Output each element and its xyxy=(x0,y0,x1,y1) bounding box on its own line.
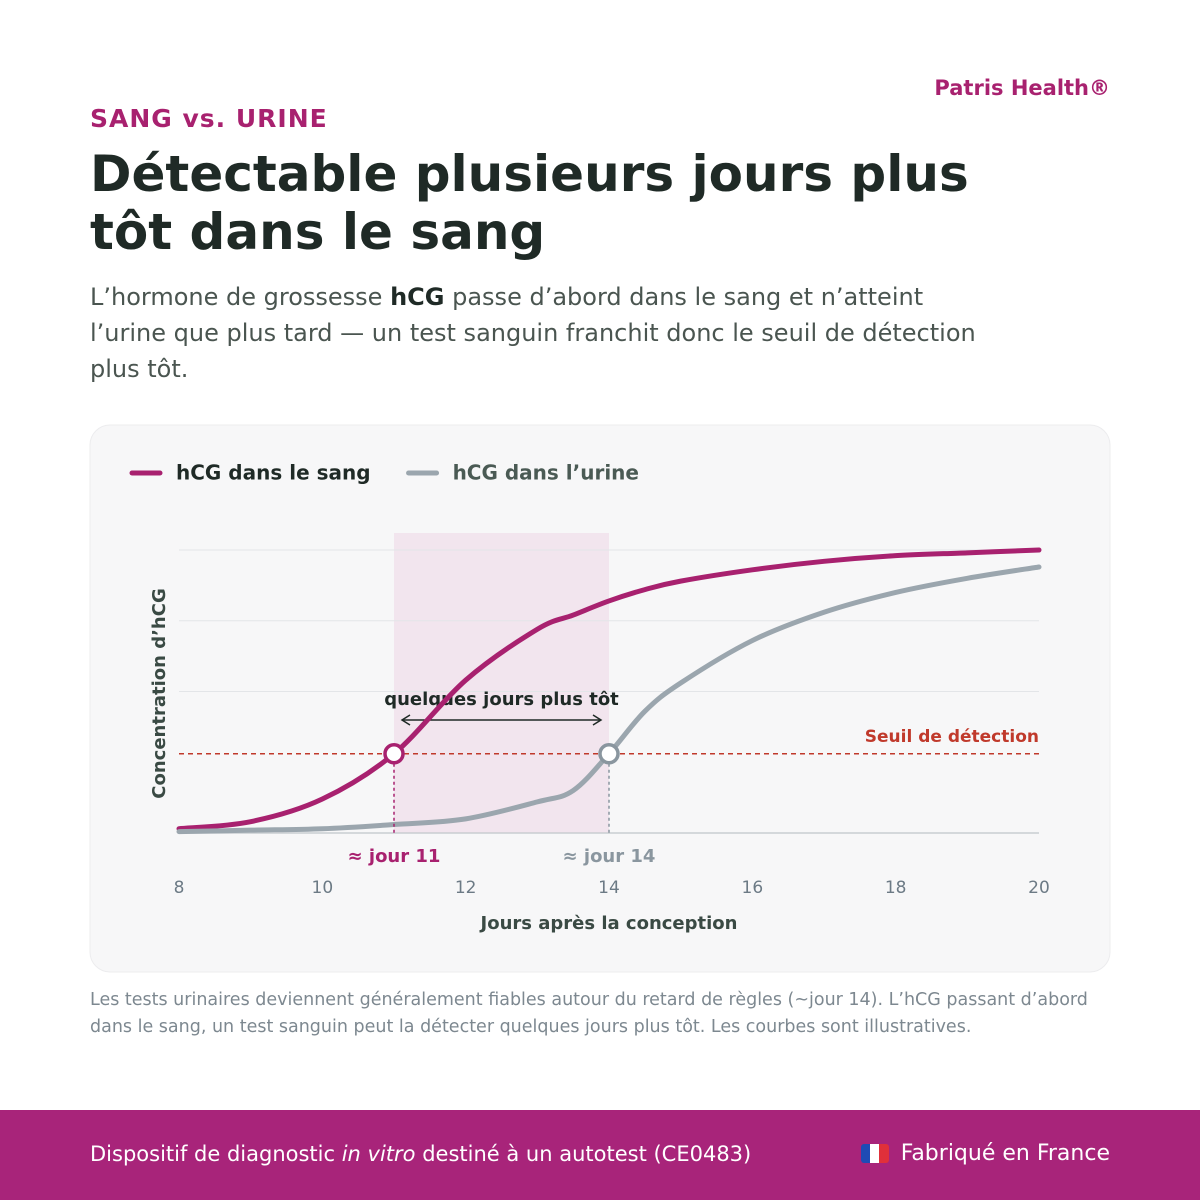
threshold-label: Seuil de détection xyxy=(865,727,1039,747)
flag-icon xyxy=(860,1144,889,1163)
legend-label: hCG dans l’urine xyxy=(453,461,639,485)
x-tick-label: 18 xyxy=(885,878,907,898)
footer-right: Fabriqué en France xyxy=(860,1141,1110,1166)
footer: Dispositif de diagnostic in vitro destin… xyxy=(0,1110,1200,1200)
marker-label: ≈ jour 11 xyxy=(348,846,441,867)
marker-point xyxy=(383,743,405,765)
x-tick-label: 16 xyxy=(742,878,764,898)
arrow-label: quelques jours plus tôt xyxy=(384,689,619,710)
intro-text: passe d’abord dans le sang et n’atteint … xyxy=(90,283,976,383)
legend-label: hCG dans le sang xyxy=(176,461,371,485)
x-axis-title: Jours après la conception xyxy=(479,913,738,934)
x-tick-label: 12 xyxy=(455,878,477,898)
kicker: SANG vs. URINE xyxy=(90,104,328,133)
footer-text: Dispositif de diagnostic xyxy=(90,1142,342,1166)
x-tick-label: 8 xyxy=(174,878,185,898)
footer-left: Dispositif de diagnostic in vitro destin… xyxy=(90,1142,751,1166)
marker-point xyxy=(598,743,620,765)
brand: Patris Health® xyxy=(934,76,1110,100)
x-tick-label: 14 xyxy=(598,878,620,898)
series-line xyxy=(176,547,1042,832)
intro-bold: hCG xyxy=(390,283,445,311)
marker-label: ≈ jour 14 xyxy=(563,846,656,867)
highlight-band xyxy=(394,533,609,833)
intro: L’hormone de grossesse hCG passe d’abord… xyxy=(90,279,990,387)
x-tick-label: 20 xyxy=(1028,878,1050,898)
footnote: Les tests urinaires deviennent généralem… xyxy=(90,990,1088,1037)
arrow-head xyxy=(400,714,603,726)
made-in: Fabriqué en France xyxy=(900,1141,1110,1166)
footer-text: destiné à un autotest (CE0483) xyxy=(415,1142,752,1166)
footer-italic: in vitro xyxy=(341,1142,416,1166)
title: Détectable plusieurs jours plus tôt dans… xyxy=(90,145,969,261)
x-tick-label: 10 xyxy=(312,878,334,898)
y-axis-title: Concentration d’hCG xyxy=(149,588,170,798)
intro-text: L’hormone de grossesse xyxy=(90,283,391,311)
